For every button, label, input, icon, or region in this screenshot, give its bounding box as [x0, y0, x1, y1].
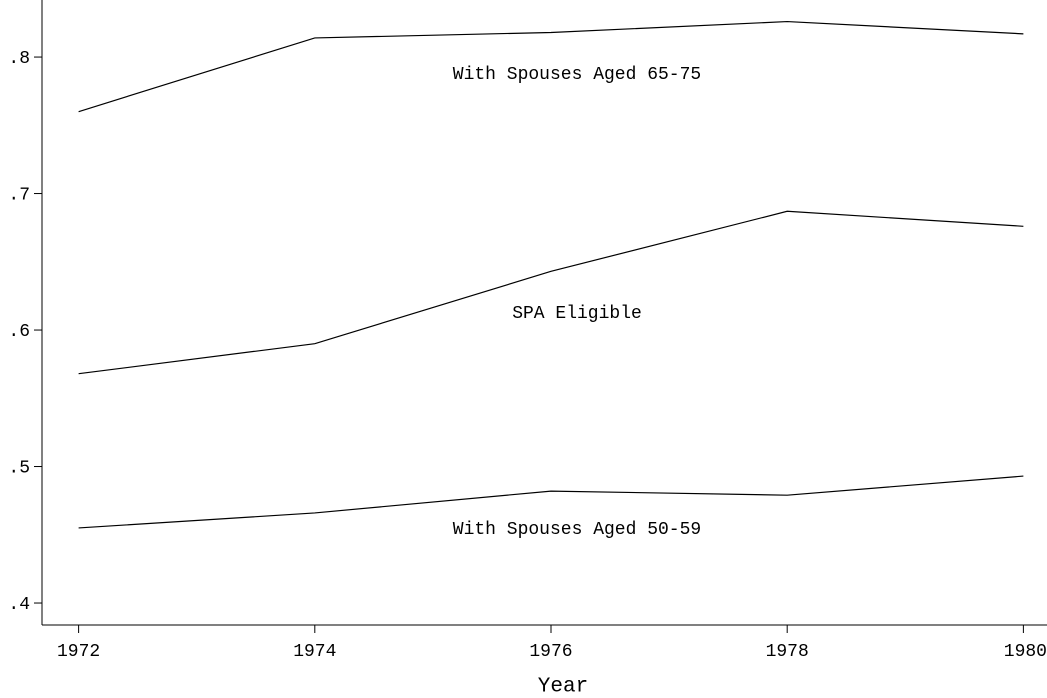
x-tick-label: 1980: [1004, 642, 1047, 662]
x-tick-label: 1976: [529, 642, 572, 662]
series-label: SPA Eligible: [512, 304, 642, 324]
y-tick-label: .5: [8, 458, 30, 478]
series-label: With Spouses Aged 50-59: [453, 520, 701, 540]
series-line: [78, 20, 1024, 113]
y-tick-label: .4: [8, 595, 30, 615]
y-tick-label: .8: [8, 49, 30, 69]
y-tick-label: .6: [8, 322, 30, 342]
y-tick-label: .7: [8, 185, 30, 205]
series-label: With Spouses Aged 65-75: [453, 65, 701, 85]
x-tick-label: 1974: [293, 642, 336, 662]
x-tick-label: 1972: [57, 642, 100, 662]
series-line: [78, 475, 1024, 529]
x-axis-title: Year: [538, 676, 588, 698]
series-line: [78, 210, 1024, 375]
x-tick-label: 1978: [766, 642, 809, 662]
